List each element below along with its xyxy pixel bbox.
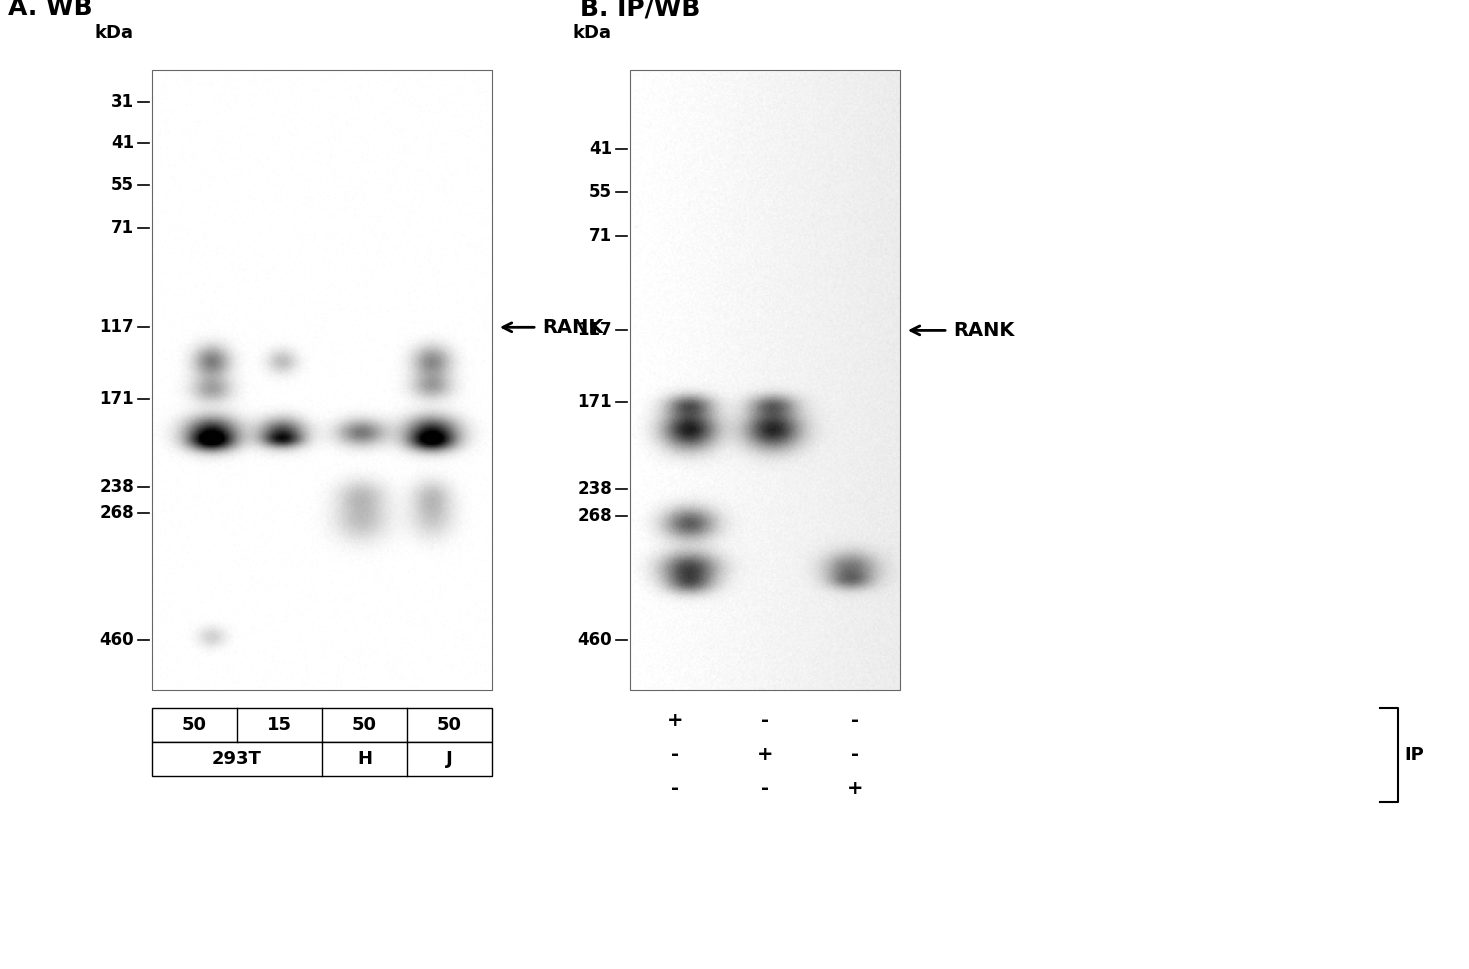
Text: H: H (357, 750, 372, 768)
Bar (151, 70, 492, 690)
Bar (630, 70, 900, 690)
Text: 41: 41 (589, 141, 613, 158)
Text: J: J (447, 750, 452, 768)
Text: -: - (761, 779, 768, 798)
Text: 238: 238 (100, 478, 134, 495)
Text: 71: 71 (110, 219, 134, 237)
Text: 15: 15 (267, 716, 292, 734)
Text: 268: 268 (100, 504, 134, 522)
Text: 117: 117 (577, 322, 613, 339)
Text: 71: 71 (589, 227, 613, 245)
Bar (151, 708, 492, 742)
Text: 50: 50 (182, 716, 207, 734)
Text: kDa: kDa (95, 24, 134, 42)
Text: 117: 117 (100, 318, 134, 336)
Text: 171: 171 (100, 390, 134, 408)
Bar (151, 70, 492, 690)
Text: 460: 460 (100, 632, 134, 649)
Text: +: + (846, 779, 864, 798)
Text: 238: 238 (577, 480, 613, 498)
Text: 31: 31 (110, 93, 134, 111)
Text: +: + (667, 711, 683, 731)
Text: -: - (761, 711, 768, 731)
Text: RANK: RANK (953, 321, 1015, 340)
Text: 268: 268 (577, 508, 613, 525)
Text: +: + (757, 745, 773, 765)
Text: RANK: RANK (542, 318, 604, 337)
Bar (151, 742, 492, 776)
Text: 171: 171 (577, 392, 613, 411)
Text: 55: 55 (112, 175, 134, 194)
Text: 460: 460 (577, 632, 613, 649)
Text: B. IP/WB: B. IP/WB (580, 0, 701, 20)
Text: -: - (671, 779, 679, 798)
Text: A. WB: A. WB (7, 0, 93, 20)
Text: 50: 50 (436, 716, 461, 734)
Text: 293T: 293T (212, 750, 261, 768)
Text: IP: IP (1404, 746, 1423, 764)
Text: 50: 50 (353, 716, 378, 734)
Text: -: - (851, 745, 859, 765)
Bar (630, 70, 900, 690)
Text: -: - (671, 745, 679, 765)
Text: kDa: kDa (573, 24, 613, 42)
Text: 55: 55 (589, 182, 613, 201)
Text: -: - (851, 711, 859, 731)
Text: 41: 41 (110, 134, 134, 152)
